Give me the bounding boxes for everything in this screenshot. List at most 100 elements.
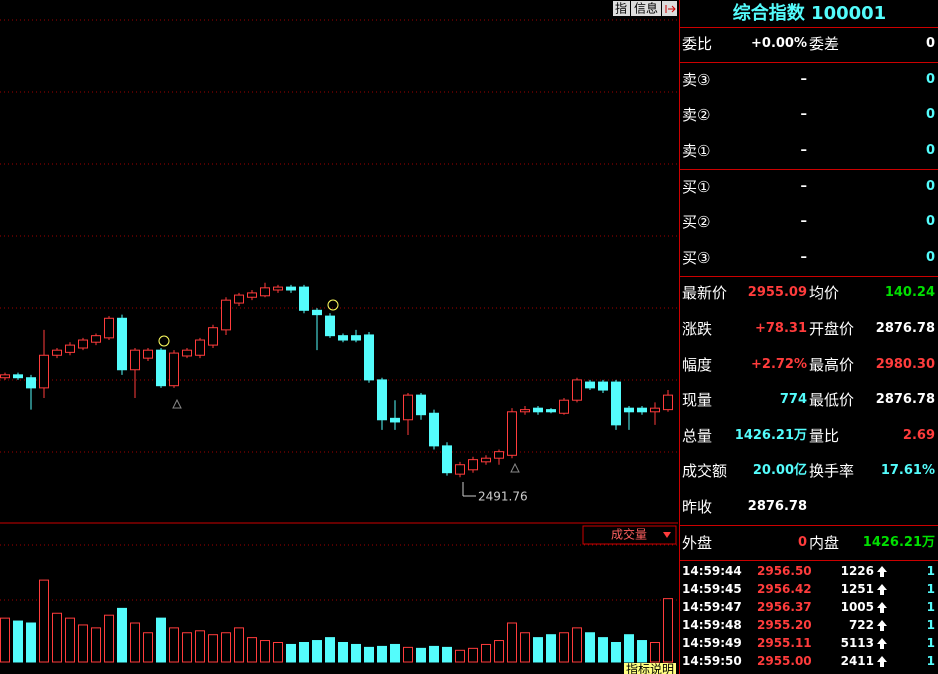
row-label: 买① — [682, 178, 711, 196]
volume-bar — [494, 640, 504, 663]
volume-bar — [26, 622, 36, 663]
candle-body — [533, 407, 543, 413]
candle-body — [481, 457, 491, 463]
candle-body — [598, 381, 608, 391]
row-value: 20.00亿 — [752, 463, 807, 478]
stock-title: 综合指数 100001 — [732, 3, 887, 24]
trade-count: 1 — [926, 600, 935, 614]
volume-bar — [390, 643, 400, 663]
candle-body — [117, 317, 127, 371]
low-label: 2491.76 — [478, 490, 528, 504]
candle-body — [364, 334, 374, 381]
candle-body — [247, 292, 257, 298]
trade-time: 14:59:48 — [682, 618, 742, 632]
volume-bar — [338, 642, 348, 663]
candle-body — [585, 381, 595, 389]
separator — [680, 169, 938, 170]
volume-bar — [208, 634, 218, 663]
row-label: 换手率 — [809, 462, 855, 480]
volume-bar — [377, 645, 387, 663]
up-arrow — [877, 620, 887, 631]
row-value: 1426.21万 — [734, 428, 807, 443]
trade-volume: 722 — [848, 618, 874, 632]
volume-bar — [481, 643, 491, 663]
candle-body — [143, 349, 153, 359]
row-value: 1426.21万 — [862, 535, 935, 550]
candle-body — [572, 379, 582, 401]
dropdown-arrow[interactable] — [663, 532, 671, 538]
trade-price: 2955.20 — [757, 618, 812, 632]
indicator-note[interactable]: 指标说明 — [626, 662, 674, 674]
candle-body — [26, 377, 36, 389]
trade-volume: 1226 — [840, 564, 874, 578]
row-label: 最新价 — [682, 284, 728, 302]
volume-bar — [65, 617, 75, 663]
button[interactable]: 指 — [615, 1, 627, 16]
row-label: 总量 — [682, 427, 713, 445]
row-label: 开盘价 — [809, 320, 855, 338]
candle-body — [286, 286, 296, 291]
trade-price: 2956.37 — [757, 600, 812, 614]
volume-selector[interactable] — [582, 525, 677, 545]
row-label: 现量 — [682, 391, 713, 409]
trade-time: 14:59:50 — [682, 654, 742, 668]
up-arrow — [877, 566, 887, 577]
row-value: – — [800, 250, 808, 265]
row-label: 委差 — [809, 35, 840, 53]
signal-circle — [158, 335, 170, 347]
candle-body — [78, 339, 88, 349]
candle-body — [507, 411, 517, 456]
candle-body — [221, 299, 231, 331]
volume-bar — [572, 627, 582, 663]
grid — [0, 19, 678, 601]
candle-body — [559, 399, 569, 414]
button-bg[interactable] — [613, 1, 630, 16]
kline-chart: 2491.76 成交量 指 信息 指标说明 — [0, 1, 678, 674]
row-label: 昨收 — [682, 498, 713, 516]
volume-bar — [221, 632, 231, 663]
candle-body — [338, 335, 348, 341]
volume-bar — [247, 637, 257, 663]
row-value: 2955.09 — [747, 285, 807, 300]
button[interactable]: 信息 — [634, 1, 658, 16]
separator — [680, 525, 938, 526]
signal-triangle — [510, 462, 520, 473]
candle-body — [299, 286, 309, 311]
volume-bar — [468, 647, 478, 663]
volume-label[interactable]: 成交量 — [611, 527, 647, 542]
candle-body — [195, 339, 205, 356]
volume-bar — [455, 649, 465, 663]
row-value: 2980.30 — [875, 357, 935, 372]
volume-bar — [130, 622, 140, 663]
volume-bar — [637, 640, 647, 663]
candle-body — [325, 315, 335, 337]
volume-bar — [325, 637, 335, 663]
trade-price: 2956.50 — [757, 564, 812, 578]
separator — [680, 27, 938, 28]
candle-body — [442, 445, 452, 474]
trade-volume: 1251 — [840, 582, 874, 596]
trade-time: 14:59:45 — [682, 582, 742, 596]
volume-bar — [351, 643, 361, 663]
volume-bar — [416, 647, 426, 663]
trade-time: 14:59:44 — [682, 564, 742, 578]
row-value: 0 — [925, 143, 935, 158]
volume-bar — [91, 627, 101, 663]
candle-body — [390, 417, 400, 423]
quote-panel: 综合指数 100001 委比 +0.00% 委差 0 卖③ – 0 卖② – 0 卖① – 0 买① – 0 买②… — [679, 0, 938, 674]
candle-body — [52, 349, 62, 356]
volume-bar — [143, 632, 153, 663]
candle-body — [650, 407, 660, 413]
button-bg[interactable] — [631, 1, 661, 16]
row-value: 0 — [925, 36, 935, 51]
up-arrow — [877, 584, 887, 595]
separator — [680, 276, 938, 277]
candle-body — [312, 309, 322, 316]
candle-body — [273, 286, 283, 291]
volume-bar — [663, 598, 673, 663]
row-label: 涨跌 — [682, 320, 713, 338]
note-bg[interactable] — [624, 663, 676, 674]
separator — [680, 62, 938, 63]
candle-body — [663, 394, 673, 411]
volume-bar — [312, 640, 322, 663]
